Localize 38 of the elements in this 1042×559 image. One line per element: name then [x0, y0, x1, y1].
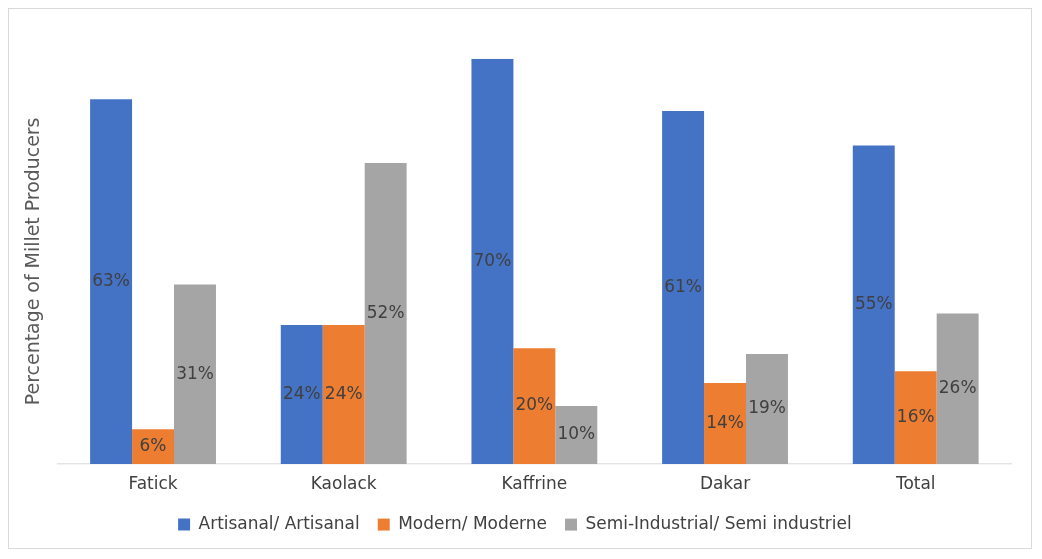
- bar: [174, 284, 216, 464]
- bar: [90, 99, 133, 464]
- data-label: 24%: [324, 382, 363, 403]
- x-tick-label: Kaolack: [310, 473, 377, 494]
- x-tick-label: Dakar: [699, 473, 751, 494]
- legend-label: Semi-Industrial/ Semi industriel: [585, 513, 852, 533]
- bar: [894, 371, 937, 464]
- x-tick-label: Fatick: [128, 473, 178, 494]
- data-label: 10%: [557, 423, 596, 444]
- bar: [936, 313, 979, 464]
- data-label: 6%: [139, 434, 167, 455]
- data-label: 31%: [176, 362, 214, 383]
- data-label: 14%: [706, 411, 744, 432]
- bar: [322, 325, 365, 464]
- bar: [852, 145, 895, 464]
- bar: [471, 58, 514, 464]
- data-label: 55%: [854, 293, 893, 314]
- bar: [662, 110, 705, 464]
- x-tick-label: Total: [894, 473, 936, 494]
- data-label: 26%: [938, 377, 977, 398]
- data-label: 70%: [473, 249, 512, 270]
- data-label: 24%: [282, 382, 321, 403]
- data-label: 63%: [92, 270, 130, 291]
- data-label: 52%: [366, 301, 405, 322]
- y-axis-title: Percentage of Millet Producers: [21, 117, 44, 406]
- legend-label: Artisanal/ Artisanal: [198, 513, 360, 533]
- bar: [746, 353, 788, 464]
- data-label: 19%: [748, 397, 786, 418]
- bar: [280, 325, 323, 464]
- bar: [513, 348, 556, 464]
- legend-label: Modern/ Moderne: [398, 513, 547, 533]
- data-label: 20%: [515, 394, 554, 415]
- bar: [704, 382, 747, 464]
- x-tick-label: Kaffrine: [501, 473, 568, 494]
- data-label: 61%: [664, 275, 702, 296]
- data-label: 16%: [896, 406, 935, 427]
- bar: [555, 406, 598, 464]
- bar: [364, 162, 407, 464]
